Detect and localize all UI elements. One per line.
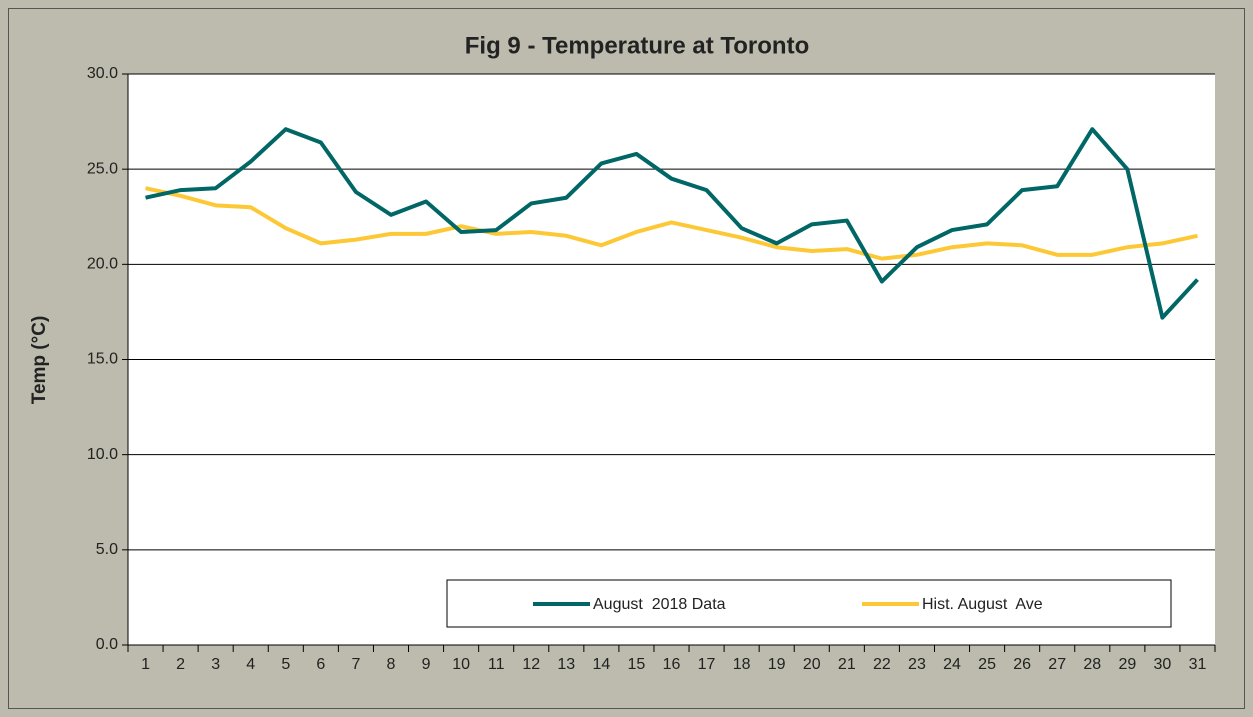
x-tick-label: 22 [873, 656, 891, 673]
y-tick-label: 15.0 [87, 351, 118, 368]
x-tick-label: 5 [281, 656, 290, 673]
x-tick-label: 29 [1118, 656, 1136, 673]
x-tick-label: 23 [908, 656, 926, 673]
x-tick-label: 1 [141, 656, 150, 673]
x-tick-label: 19 [768, 656, 786, 673]
x-tick-label: 6 [316, 656, 325, 673]
x-tick-label: 20 [803, 656, 821, 673]
legend-label: August 2018 Data [593, 596, 726, 613]
x-tick-label: 15 [628, 656, 646, 673]
y-tick-label: 10.0 [87, 446, 118, 463]
x-tick-label: 24 [943, 656, 961, 673]
x-tick-label: 14 [592, 656, 610, 673]
legend-label: Hist. August Ave [922, 596, 1043, 613]
data-line [145, 186, 1198, 261]
x-tick-label: 3 [211, 656, 220, 673]
x-tick-label: 17 [698, 656, 716, 673]
x-tick-label: 25 [978, 656, 996, 673]
x-tick-label: 13 [557, 656, 575, 673]
x-tick-label: 4 [246, 656, 255, 673]
y-tick-label: 0.0 [96, 636, 118, 653]
x-tick-label: 28 [1083, 656, 1101, 673]
x-tick-label: 10 [452, 656, 470, 673]
y-tick-label: 30.0 [87, 65, 118, 82]
x-tick-label: 30 [1154, 656, 1172, 673]
chart-title: Fig 9 - Temperature at Toronto [465, 32, 809, 59]
x-tick-label: 8 [387, 656, 396, 673]
x-tick-label: 16 [663, 656, 681, 673]
x-tick-label: 7 [351, 656, 360, 673]
x-tick-label: 31 [1189, 656, 1207, 673]
x-tick-label: 12 [522, 656, 540, 673]
x-tick-label: 11 [488, 656, 505, 673]
x-tick-label: 27 [1048, 656, 1066, 673]
x-tick-label: 18 [733, 656, 751, 673]
y-tick-label: 20.0 [87, 256, 118, 273]
y-tick-label: 25.0 [87, 160, 118, 177]
x-tick-label: 21 [838, 656, 856, 673]
y-tick-label: 5.0 [96, 541, 118, 558]
chart-border [8, 8, 1245, 709]
x-tick-label: 9 [422, 656, 431, 673]
x-tick-label: 26 [1013, 656, 1031, 673]
y-axis-label: Temp (°C) [29, 316, 50, 405]
data-line [145, 127, 1199, 320]
x-tick-label: 2 [176, 656, 185, 673]
